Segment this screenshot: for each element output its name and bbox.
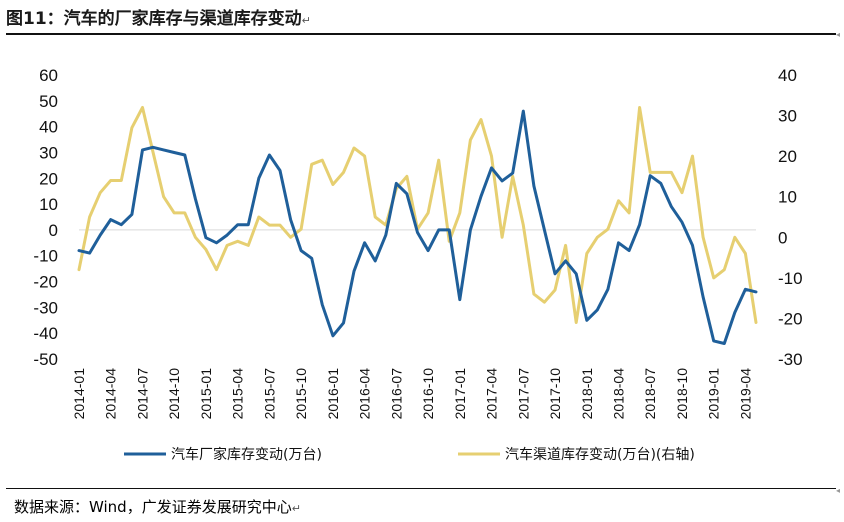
y-right-tick-label: -10 [778,269,803,288]
y-right-tick-label: 20 [778,147,797,166]
y-left-tick-label: 30 [39,143,58,162]
x-tick-label: 2015-01 [198,368,214,420]
y-left-tick-label: 50 [39,92,58,111]
x-tick-label: 2015-10 [293,368,309,420]
y-right-tick-label: 10 [778,188,797,207]
plot-lines [77,106,758,345]
y-right-tick-label: 40 [778,66,797,85]
y-left-tick-label: -20 [33,273,58,292]
top-rule [6,33,836,35]
x-tick-label: 2018-04 [610,368,626,420]
y-axis-left: 60 50 40 30 20 10 0 -10 -20 -30 -40 -50 [33,66,58,369]
x-tick-label: 2017-01 [452,368,468,420]
legend-label-channel: 汽车渠道库存变动(万台)(右轴) [505,446,695,463]
x-tick-label: 2015-07 [261,368,277,420]
y-left-tick-label: 10 [39,195,58,214]
x-tick-label: 2016-10 [420,368,436,420]
x-tick-label: 2018-01 [579,368,595,420]
y-left-tick-label: 20 [39,169,58,188]
figure-title-text: 图11：汽车的厂家库存与渠道库存变动 [6,9,302,29]
x-tick-label: 2017-07 [515,368,531,420]
x-tick-label: 2016-07 [388,368,404,420]
y-left-tick-label: -30 [33,298,58,317]
series-line-factory-inventory [77,109,758,345]
paragraph-mark-icon: ↵ [301,14,311,27]
x-tick-label: 2014-01 [71,368,87,420]
legend-label-factory: 汽车厂家库存变动(万台) [171,446,322,463]
bottom-rule [6,488,836,489]
y-left-tick-label: 60 [39,66,58,85]
y-left-tick-label: -40 [33,324,58,343]
paragraph-mark-icon-source: ↵ [291,502,301,515]
y-left-tick-label: 40 [39,118,58,137]
x-tick-label: 2014-07 [134,368,150,420]
x-tick-label: 2018-07 [642,368,658,420]
y-right-tick-label: 30 [778,107,797,126]
x-tick-label: 2017-04 [484,368,500,420]
chart-area: 60 50 40 30 20 10 0 -10 -20 -30 -40 -50 40 30 20 10 0 -1… [33,66,803,463]
y-left-tick-label: -50 [33,350,58,369]
x-tick-label: 2018-10 [674,368,690,420]
series-line-channel-inventory [77,106,758,324]
x-axis: 2014-01 2014-04 2014-07 2014-10 2015-01 2015-… [71,368,753,420]
x-tick-label: 2016-01 [325,368,341,420]
legend: 汽车厂家库存变动(万台) 汽车渠道库存变动(万台)(右轴) [124,446,695,463]
y-left-tick-label: -10 [33,247,58,266]
y-right-tick-label: 0 [778,228,787,247]
y-right-tick-label: -20 [778,309,803,328]
x-tick-label: 2014-04 [103,368,119,420]
x-tick-label: 2019-01 [706,368,722,420]
x-tick-label: 2016-04 [357,368,373,420]
source-note: 数据来源：Wind，广发证券发展研究中心↵ [14,496,301,517]
y-left-tick-label: 0 [49,221,58,240]
x-tick-label: 2019-04 [737,368,753,420]
corner-mark-icon-bottom: ◂ [836,486,841,495]
x-tick-label: 2014-10 [166,368,182,420]
corner-mark-icon: ◂ [836,30,841,39]
y-axis-right: 40 30 20 10 0 -10 -20 -30 [778,66,803,369]
y-right-tick-label: -30 [778,350,803,369]
x-tick-label: 2015-04 [230,368,246,420]
source-text: 数据来源：Wind，广发证券发展研究中心 [14,498,292,516]
x-tick-label: 2017-10 [547,368,563,420]
figure-title: 图11：汽车的厂家库存与渠道库存变动↵ [6,4,311,29]
